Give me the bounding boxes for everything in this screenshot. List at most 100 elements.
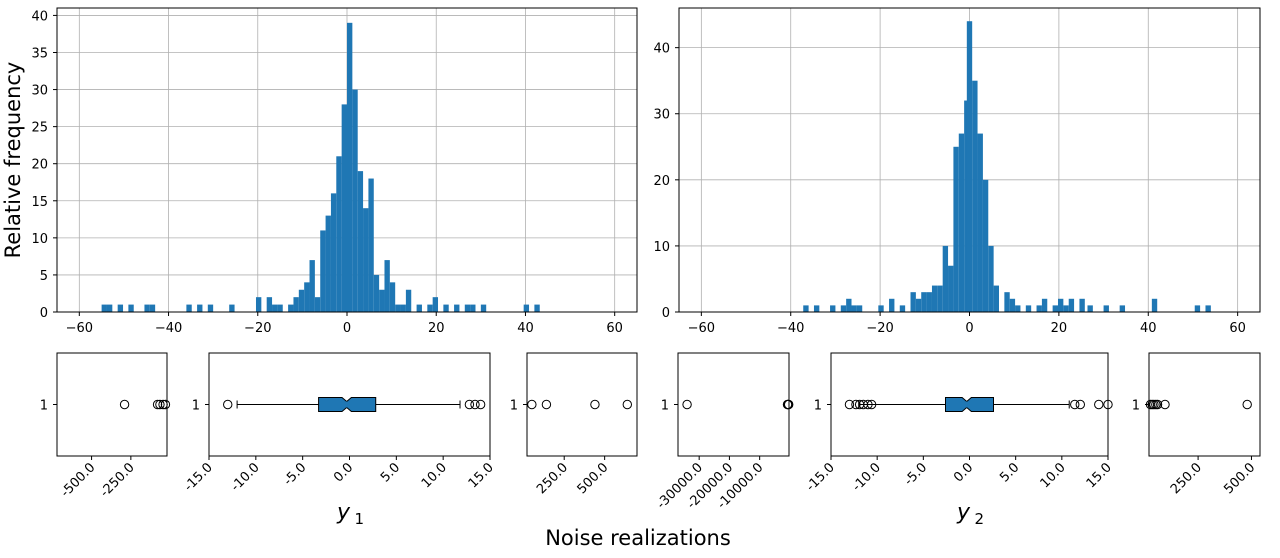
outlier-point (851, 399, 861, 410)
y-tick-label: 1 (1132, 399, 1140, 414)
histogram-bar (186, 304, 192, 312)
histogram-2: −60 −40 −20 0 20 40 60 0 10 20 30 40 (653, 7, 1261, 336)
histogram-bar (988, 245, 994, 312)
x-tick-label: 15.0 (1084, 460, 1115, 491)
boxplot-panel-1: 1 -500.0 -250.0 (40, 352, 171, 500)
x-tick-label: 0.0 (331, 460, 356, 485)
y-tick-label: 1 (40, 399, 48, 414)
x-tick-label: 10.0 (419, 460, 450, 491)
outlier-point (682, 399, 692, 410)
histogram-bar (309, 260, 315, 312)
y-tick-label: 20 (31, 158, 48, 173)
histogram-bar (1004, 292, 1010, 312)
histogram-bar (1052, 305, 1058, 312)
x-tick-label: -500.0 (58, 460, 98, 500)
histogram-1: −60 −40 −20 0 20 40 60 0 5 10 15 20 25 30 35 40 (31, 7, 638, 336)
x-axis-label: Noise realizations (545, 526, 731, 550)
plot-frame (56, 352, 168, 457)
axis-label-subscript: 2 (975, 510, 985, 528)
histogram-bar (101, 304, 107, 312)
histogram-bar (1063, 305, 1069, 312)
y-tick-label: 30 (653, 108, 670, 123)
y-tick-label: 1 (661, 399, 669, 414)
histogram-bar (889, 298, 895, 312)
x-tick-label: -15.0 (181, 460, 215, 494)
outlier-point (475, 399, 486, 410)
histogram-bar (1057, 298, 1064, 312)
histogram-bar (937, 285, 943, 312)
y-tick-label: 10 (31, 232, 48, 247)
y-axis-label: Relative frequency (1, 62, 25, 259)
x-tick-label: 20 (428, 321, 445, 336)
x-tick-label: 250.0 (534, 460, 571, 497)
histogram-bar (915, 298, 922, 312)
histogram-bar (298, 289, 305, 312)
histogram-bar (384, 260, 390, 312)
histogram-bar (958, 133, 965, 312)
x-tick-label: −60 (688, 321, 715, 336)
plot-frame (677, 352, 790, 457)
x-tick-label: −20 (244, 321, 271, 336)
outlier-point (160, 399, 171, 410)
y-tick-label: 40 (31, 9, 48, 24)
histogram-bar (921, 292, 927, 312)
histogram-bar (931, 285, 938, 312)
histogram-bar (229, 304, 235, 312)
outlier-point (590, 399, 600, 410)
x-tick-label: 15.0 (466, 460, 497, 491)
histogram-bar (982, 179, 989, 312)
outlier-point (152, 399, 163, 410)
histogram-bar (480, 304, 487, 312)
x-tick-label: 250.0 (1168, 460, 1205, 497)
outlier-point (1075, 399, 1086, 410)
histogram-bar (1079, 298, 1085, 312)
histogram-bar (325, 215, 331, 312)
histogram-bar (347, 22, 353, 313)
y-tick-label: 35 (31, 46, 48, 61)
x-tick-label: 500.0 (1221, 460, 1258, 497)
outlier-point (863, 399, 873, 410)
histogram-bar (304, 282, 310, 312)
histogram-bar (207, 304, 214, 312)
x-tick-label: 60 (1229, 321, 1246, 336)
histogram-bar (953, 146, 959, 312)
histogram-bar (314, 297, 321, 312)
axis-label-variable: y (336, 500, 351, 525)
histogram-bar (899, 305, 906, 312)
outlier-point (1242, 399, 1252, 410)
y-tick-label: 0 (662, 306, 670, 321)
histogram-bar (405, 289, 412, 312)
x-tick-label: −40 (777, 321, 804, 336)
histogram-bar (320, 230, 326, 312)
histogram-bar (293, 297, 299, 312)
x-tick-label: -5.0 (281, 460, 310, 489)
histogram-bar (1151, 298, 1158, 312)
y-tick-label: 1 (192, 399, 200, 414)
histogram-bar (1009, 298, 1016, 312)
y-tick-label: 1 (814, 399, 822, 414)
y-tick-label: 10 (653, 240, 670, 255)
x-tick-label: 0.0 (951, 460, 976, 485)
outlier-point (1094, 399, 1104, 410)
y-tick-label: 5 (40, 269, 48, 284)
outlier-point (119, 399, 130, 410)
histogram-bar (395, 304, 401, 312)
histogram-bar (1103, 305, 1109, 312)
histogram-bar (357, 171, 364, 312)
boxplot-panel-3: 1 250.0 500.0 (510, 352, 638, 497)
histogram-bar (1068, 298, 1075, 312)
axis-label-subscript: 1 (355, 510, 365, 528)
y-tick-label: 0 (40, 306, 48, 321)
histogram-bar (851, 305, 857, 312)
outlier-point (464, 399, 475, 410)
boxplot-panel-6: 1 250.0 500.0 (1132, 352, 1261, 497)
histogram-bar (341, 104, 347, 312)
y-tick-label: 15 (31, 195, 48, 210)
histogram-bar (972, 80, 978, 313)
histogram-bar (803, 305, 809, 312)
x-tick-label: 5.0 (378, 460, 403, 485)
outlier-point (1160, 399, 1170, 410)
histogram-bar (1194, 305, 1201, 312)
y-tick-label: 40 (653, 42, 670, 57)
axis-label-variable: y (956, 500, 971, 525)
